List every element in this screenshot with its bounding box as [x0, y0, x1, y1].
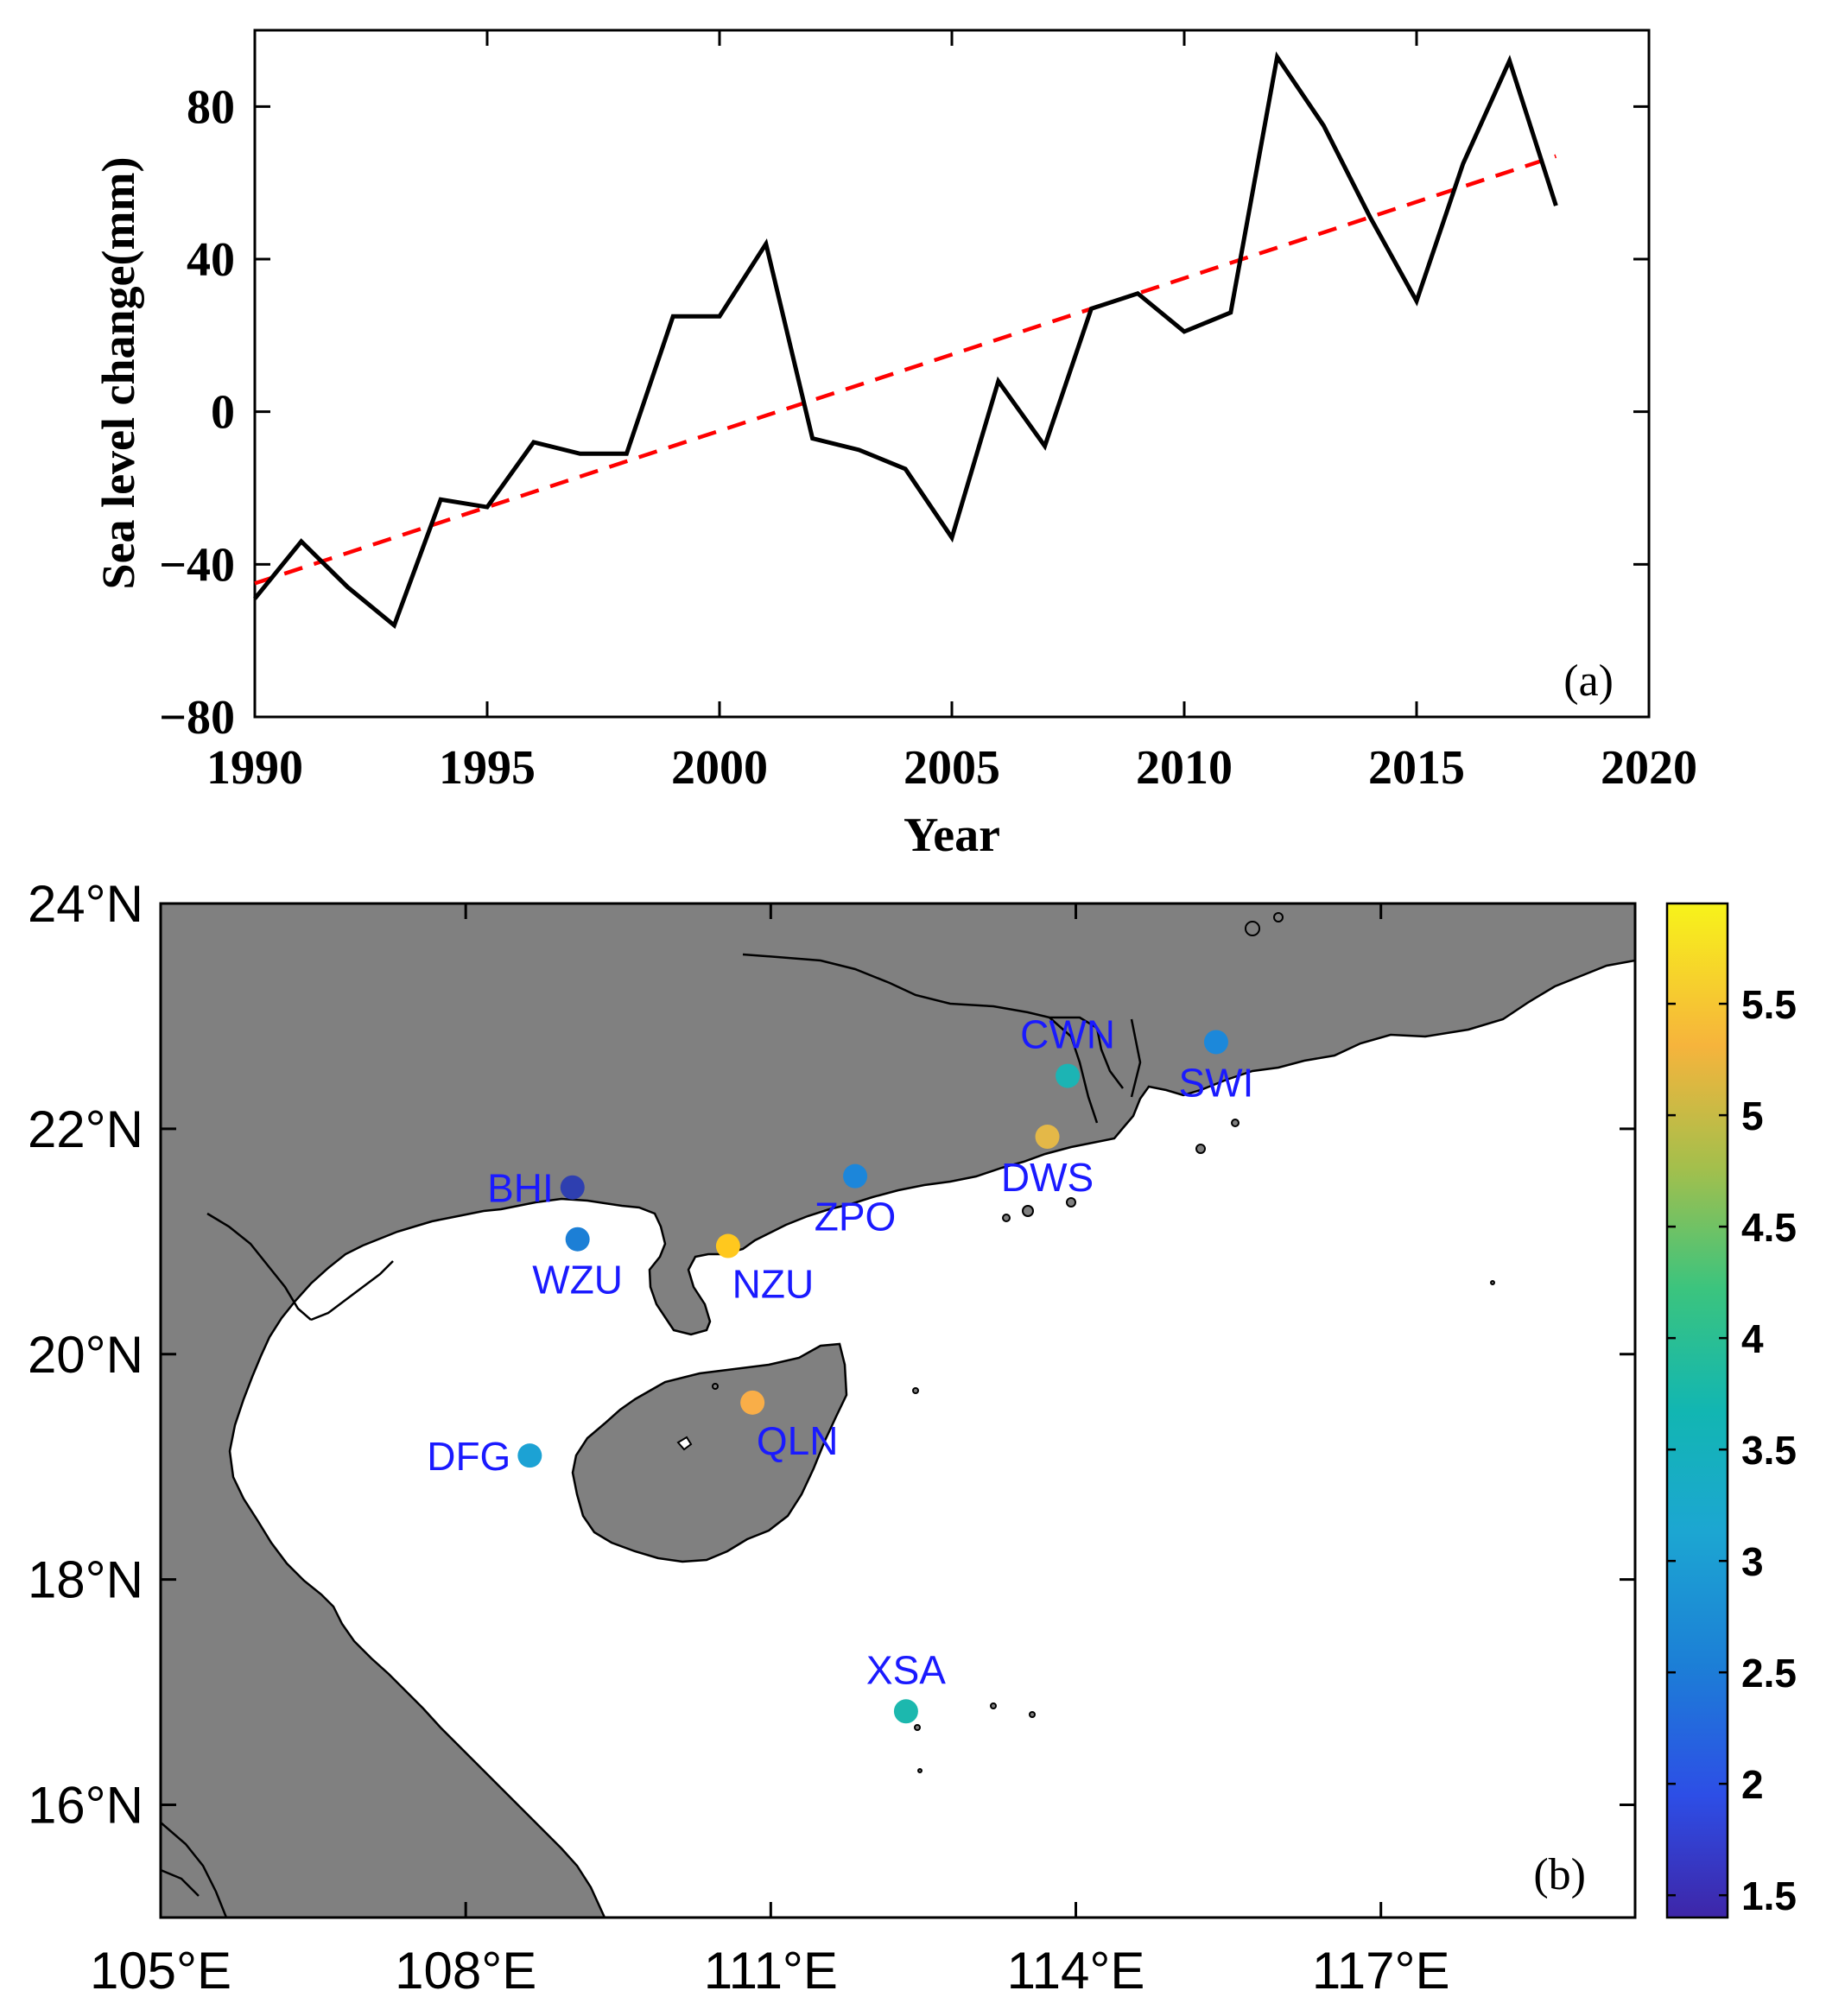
y-tick-label: −80: [159, 691, 235, 745]
lon-label: 108°E: [395, 1942, 536, 2000]
station-marker-nzu: [715, 1233, 740, 1258]
colorbar-tick-label: 5.5: [1741, 982, 1797, 1027]
x-tick-label: 2000: [671, 741, 768, 795]
station-label-bhi: BHI: [487, 1166, 554, 1211]
map-frame: [159, 902, 1637, 1919]
station-label-cwn: CWN: [1020, 1012, 1115, 1057]
rivers-borders: [161, 953, 1142, 1918]
chart-a-frame: [253, 29, 1651, 719]
x-tick-label: 1990: [206, 741, 303, 795]
x-tick-labels: 1990 1995 2000 2005 2010 2015 2020: [206, 741, 1697, 795]
y-axis-label: Sea level change(mm): [92, 157, 144, 590]
colorbar-tick-label: 5: [1741, 1094, 1764, 1138]
x-tick-label: 2005: [903, 741, 1000, 795]
station-marker-xsa: [893, 1699, 918, 1724]
station-map: 105°E 108°E 111°E 114°E 117°E 24°N 22°N 20°N 18…: [28, 875, 1797, 2000]
chart-a-ticks: [253, 30, 1651, 719]
longitude-labels: 105°E 108°E 111°E 114°E 117°E: [90, 1942, 1450, 2000]
station-label-qln: QLN: [757, 1418, 839, 1463]
lon-label: 111°E: [704, 1942, 838, 2000]
station-label-swi: SWI: [1179, 1060, 1254, 1105]
x-tick-label: 2020: [1601, 741, 1697, 795]
x-tick-label: 2010: [1136, 741, 1233, 795]
y-tick-label: 40: [187, 233, 235, 287]
colorbar-tick-label: 1.5: [1741, 1873, 1797, 1918]
x-axis-label: Year: [903, 808, 1000, 862]
panel-label-b: (b): [1533, 1850, 1586, 1899]
lat-label: 24°N: [28, 875, 143, 933]
y-tick-label: 0: [211, 386, 235, 440]
station-marker-wzu: [565, 1227, 590, 1252]
small-islands: [712, 912, 1495, 1773]
station-marker-dfg: [517, 1443, 542, 1468]
station-label-zpo: ZPO: [815, 1195, 897, 1239]
station-label-xsa: XSA: [866, 1647, 946, 1692]
colorbar: [1665, 902, 1729, 1919]
station-marker-dws: [1035, 1125, 1060, 1150]
panel-label-a: (a): [1563, 656, 1614, 706]
colorbar-tick-label: 3: [1741, 1539, 1764, 1584]
colorbar-tick-label: 2: [1741, 1762, 1764, 1807]
lat-label: 18°N: [28, 1551, 143, 1609]
land-layer: [161, 903, 1635, 1918]
colorbar-tick-label: 2.5: [1741, 1651, 1797, 1696]
station-marker-bhi: [560, 1175, 585, 1200]
y-tick-label: 80: [187, 80, 235, 134]
station-marker-zpo: [843, 1163, 868, 1189]
colorbar-tick-label: 3.5: [1741, 1428, 1797, 1473]
lon-label: 105°E: [90, 1942, 231, 2000]
lake: [676, 1436, 693, 1451]
x-tick-label: 1995: [439, 741, 536, 795]
lat-label: 16°N: [28, 1777, 143, 1835]
station-label-wzu: WZU: [532, 1258, 623, 1303]
sea-level-chart: 1990 1995 2000 2005 2010 2015 2020 80 40 0 −40 −80…: [92, 29, 1697, 862]
mainland: [161, 903, 1635, 1918]
y-tick-label: −40: [159, 538, 235, 592]
map-ticks: [159, 902, 1635, 1918]
station-marker-qln: [740, 1390, 765, 1415]
colorbar-ticks: 5.5 5 4.5 4 3.5 3 2.5 2 1.5: [1667, 982, 1797, 1918]
lat-label: 20°N: [28, 1326, 143, 1384]
hainan-island: [571, 1342, 848, 1563]
lat-label: 22°N: [28, 1100, 143, 1158]
x-tick-label: 2015: [1368, 741, 1465, 795]
colorbar-tick-label: 4: [1741, 1316, 1764, 1361]
station-marker-swi: [1203, 1030, 1228, 1055]
lon-label: 114°E: [1007, 1942, 1145, 2000]
station-label-nzu: NZU: [732, 1262, 815, 1307]
sea-level-points: [254, 56, 1557, 626]
station-marker-cwn: [1056, 1063, 1081, 1088]
station-label-dws: DWS: [1001, 1155, 1094, 1200]
station-label-dfg: DFG: [427, 1434, 510, 1479]
lon-label: 117°E: [1312, 1942, 1450, 2000]
y-tick-labels: 80 40 0 −40 −80: [159, 80, 235, 745]
trend-line: [254, 154, 1557, 586]
colorbar-tick-label: 4.5: [1741, 1205, 1797, 1250]
latitude-labels: 24°N 22°N 20°N 18°N 16°N: [28, 875, 143, 1835]
